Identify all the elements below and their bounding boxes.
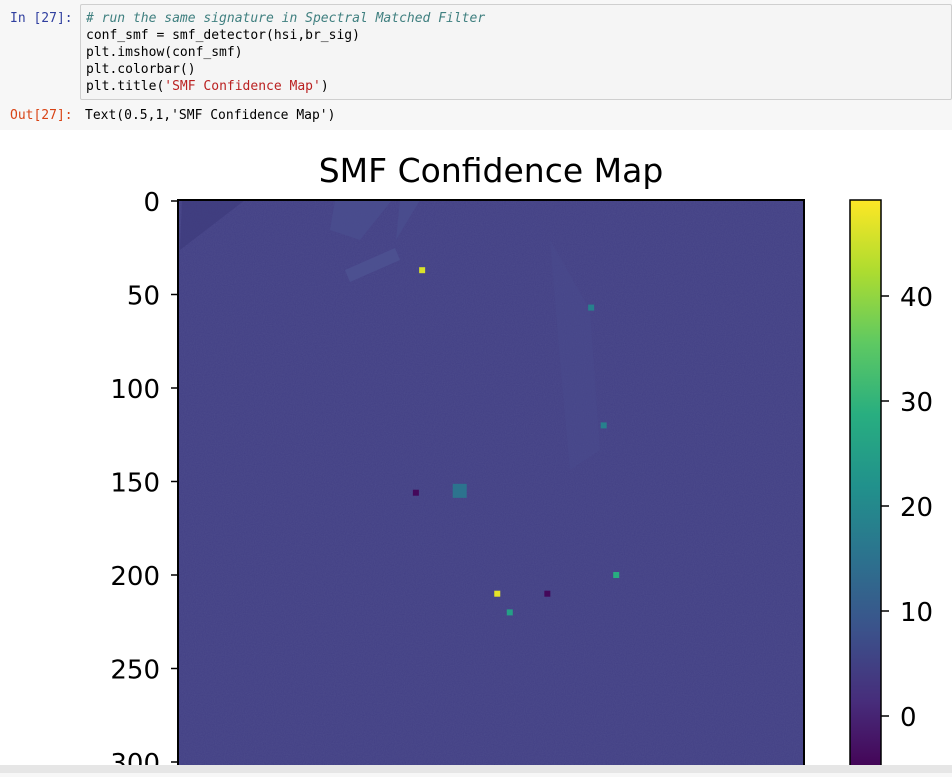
hotspot-pixel — [544, 590, 551, 597]
code-line: plt.imshow(conf_smf) — [86, 45, 243, 60]
colorbar-gradient — [849, 199, 882, 774]
code-line: conf_smf = smf_detector(hsi,br_sig) — [86, 28, 360, 43]
code-line: plt.colorbar() — [86, 62, 196, 77]
image-area — [177, 199, 805, 774]
code-line-comment: # run the same signature in Spectral Mat… — [86, 11, 486, 26]
hotspot-pixel — [412, 489, 419, 496]
input-prompt: In [27]: — [10, 11, 73, 26]
heatmap-structure — [550, 240, 600, 470]
hotspot-layer — [412, 267, 620, 616]
colorbar-tick-label: 0 — [900, 703, 917, 733]
code-token: ) — [320, 79, 329, 94]
colorbar-tick-label: 40 — [900, 283, 933, 313]
heatmap-structure — [330, 200, 392, 240]
hotspot-pixel — [494, 590, 501, 597]
colorbar-axis: 0 10 20 30 40 — [881, 283, 933, 733]
hotspot-pixel — [588, 304, 595, 311]
colorbar-tick-label: 20 — [900, 493, 933, 523]
chart-title: SMF Confidence Map — [319, 151, 664, 190]
y-tick-label: 0 — [143, 188, 160, 218]
output-prompt: Out[27]: — [10, 108, 73, 123]
hotspot-pixel — [506, 609, 513, 616]
colorbar: 0 10 20 30 40 — [849, 199, 933, 774]
heatmap-structure — [396, 200, 420, 240]
hotspot-pixel — [613, 572, 620, 578]
heatmap-structure — [345, 248, 400, 282]
code-string: 'SMF Confidence Map' — [164, 79, 321, 94]
y-tick-label: 100 — [110, 375, 160, 405]
y-tick-label: 250 — [110, 656, 160, 686]
y-tick-label: 200 — [110, 562, 160, 592]
hotspot-pixel — [419, 267, 426, 274]
y-tick-label: 50 — [127, 282, 160, 312]
hotspot-pixel — [600, 422, 607, 429]
hotspot-pixel — [452, 483, 467, 498]
code-token: plt.title( — [86, 79, 165, 94]
code-line: plt.title('SMF Confidence Map') — [86, 78, 951, 95]
colorbar-tick-label: 10 — [900, 598, 933, 628]
heatmap-texture — [178, 200, 804, 773]
heatmap-structure — [180, 200, 245, 250]
colorbar-tick-label: 30 — [900, 388, 933, 418]
horizontal-scrollbar[interactable] — [0, 765, 952, 773]
output-text: Text(0.5,1,'SMF Confidence Map') — [85, 108, 336, 123]
code-cell-editor[interactable]: # run the same signature in Spectral Mat… — [80, 4, 952, 100]
y-tick-label: 150 — [110, 469, 160, 499]
